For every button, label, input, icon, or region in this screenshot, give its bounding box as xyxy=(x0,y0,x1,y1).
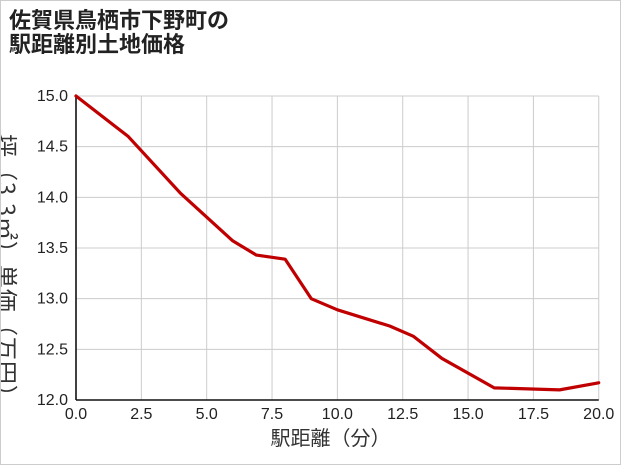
svg-text:0.0: 0.0 xyxy=(65,406,87,423)
svg-text:13.0: 13.0 xyxy=(37,291,68,308)
svg-text:15.0: 15.0 xyxy=(452,406,483,423)
svg-text:12.5: 12.5 xyxy=(37,341,68,358)
svg-text:10.0: 10.0 xyxy=(322,406,353,423)
svg-text:14.5: 14.5 xyxy=(37,139,68,156)
svg-text:15.0: 15.0 xyxy=(37,88,68,105)
svg-text:5.0: 5.0 xyxy=(196,406,218,423)
svg-text:14.0: 14.0 xyxy=(37,189,68,206)
svg-text:13.5: 13.5 xyxy=(37,240,68,257)
svg-text:17.5: 17.5 xyxy=(518,406,549,423)
svg-text:12.5: 12.5 xyxy=(387,406,418,423)
svg-text:7.5: 7.5 xyxy=(261,406,283,423)
svg-text:2.5: 2.5 xyxy=(130,406,152,423)
svg-text:20.0: 20.0 xyxy=(583,406,614,423)
svg-text:12.0: 12.0 xyxy=(37,392,68,409)
